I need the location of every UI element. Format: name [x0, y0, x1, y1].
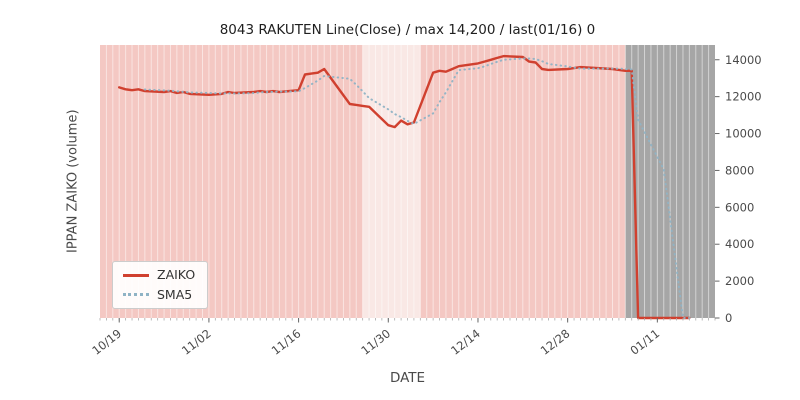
- y-tick-label: 6000: [725, 200, 754, 214]
- y-tick-label: 8000: [725, 163, 754, 177]
- zaiko-line: [118, 54, 691, 320]
- y-tick-label: 14000: [725, 53, 762, 67]
- x-tick-label: 12/14: [448, 326, 483, 357]
- chart-title: 8043 RAKUTEN Line(Close) / max 14,200 / …: [219, 22, 596, 38]
- y-tick-label: 4000: [725, 237, 754, 251]
- x-tick-label: 01/11: [627, 326, 662, 357]
- zaiko-line-sample: [123, 273, 149, 277]
- x-tick-label: 11/02: [179, 326, 214, 357]
- light-band: [362, 45, 421, 318]
- legend-label-zaiko: ZAIKO: [157, 267, 196, 282]
- legend: ZAIKO SMA5: [112, 261, 209, 309]
- legend-label-sma5: SMA5: [157, 286, 193, 302]
- y-tick-label: 12000: [725, 90, 762, 104]
- x-axis-label: DATE: [389, 370, 426, 386]
- sma5-line: [143, 57, 691, 319]
- y-tick-label: 10000: [725, 127, 762, 141]
- x-tick-label: 11/16: [269, 326, 304, 357]
- x-tick-label: 10/19: [89, 326, 124, 357]
- x-tick-label: 12/28: [538, 326, 573, 357]
- y-tick-label: 0: [725, 311, 732, 325]
- x-tick-label: 11/30: [358, 326, 393, 357]
- y-tick-label: 2000: [725, 274, 754, 288]
- legend-item-sma5: SMA5: [123, 286, 195, 302]
- sma5-line-sample: [123, 293, 149, 297]
- legend-item-zaiko: ZAIKO: [123, 267, 196, 282]
- y-axis-label: IPPAN ZAIKO (volume): [65, 109, 81, 254]
